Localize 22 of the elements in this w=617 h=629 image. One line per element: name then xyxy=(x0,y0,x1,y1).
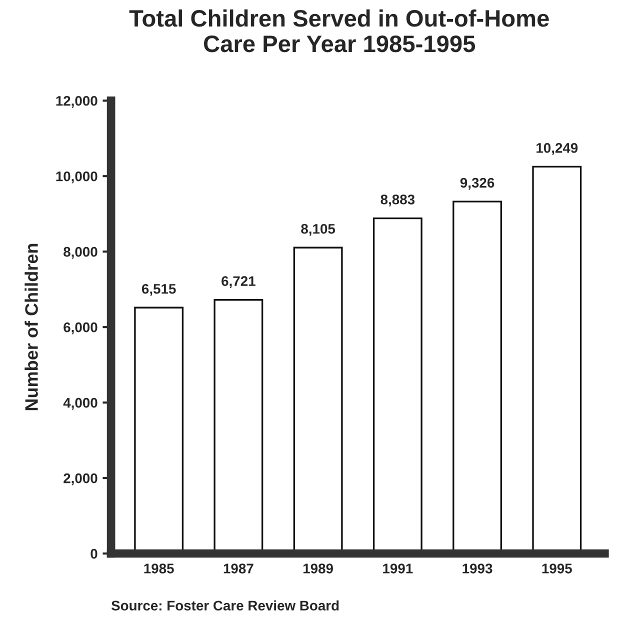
y-tick-label: 6,000 xyxy=(64,322,98,334)
y-tick-label: 4,000 xyxy=(63,398,98,410)
x-tick-label: 1987 xyxy=(224,564,254,574)
x-tick-label: 1991 xyxy=(383,564,413,574)
data-label: 8,105 xyxy=(301,224,336,236)
x-tick-label: 1995 xyxy=(542,564,572,574)
data-label: 10,249 xyxy=(536,143,578,155)
data-label: 9,326 xyxy=(460,178,494,190)
y-tick-label: 10,000 xyxy=(56,171,98,184)
source-note: Source: Foster Care Review Board xyxy=(111,600,339,611)
y-tick-label: 8,000 xyxy=(64,246,98,259)
x-tick-label: 1985 xyxy=(144,564,174,574)
x-tick-label: 1989 xyxy=(303,564,333,574)
data-label: 8,883 xyxy=(380,194,415,206)
y-axis-title: Number of Children xyxy=(24,244,38,410)
data-label: 6,515 xyxy=(142,284,176,296)
y-tick-label: 0 xyxy=(90,548,98,559)
y-tick-label: 2,000 xyxy=(64,473,98,486)
chart-title: Total Children Served in Out-of-Home Care Per Year 1985-1995 xyxy=(129,9,549,52)
y-tick-label: 12,000 xyxy=(56,96,98,108)
x-tick-label: 1993 xyxy=(462,564,492,574)
data-label: 6,721 xyxy=(222,276,256,288)
